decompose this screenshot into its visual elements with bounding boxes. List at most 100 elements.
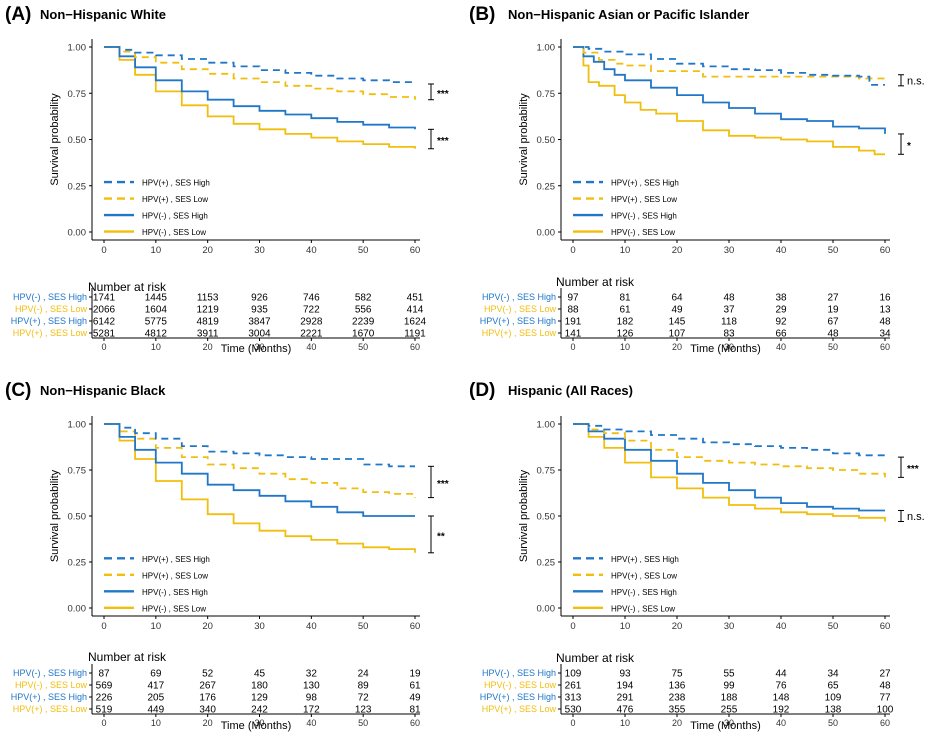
risk-count: 61 — [619, 305, 631, 316]
risk-count: 188 — [721, 693, 738, 704]
risk-count: 87 — [98, 669, 110, 680]
y-tick-label: 0.50 — [537, 135, 556, 146]
risk-x-tick-label: 10 — [620, 342, 630, 352]
risk-count: 451 — [407, 293, 424, 304]
risk-row-label: HPV(+) , SES Low — [13, 704, 88, 714]
risk-count: 48 — [827, 329, 839, 340]
y-axis-label: Survival probability — [518, 93, 530, 186]
x-tick-label: 10 — [620, 621, 631, 632]
x-tick-label: 50 — [358, 245, 369, 256]
x-tick-label: 20 — [672, 245, 683, 256]
risk-x-tick-label: 30 — [724, 718, 734, 728]
risk-count: 19 — [827, 305, 839, 316]
x-tick-label: 20 — [202, 245, 213, 256]
risk-count: 64 — [671, 293, 683, 304]
risk-x-tick-label: 20 — [203, 342, 213, 352]
risk-count: 109 — [825, 693, 842, 704]
risk-x-tick-label: 60 — [880, 718, 890, 728]
legend-label: HPV(-) , SES High — [142, 212, 208, 221]
risk-x-tick-label: 20 — [672, 718, 682, 728]
survival-curve-hpv-ses-high — [104, 46, 416, 130]
risk-count: 76 — [775, 681, 787, 692]
risk-count: 148 — [773, 693, 790, 704]
risk-count: 355 — [669, 705, 686, 716]
risk-count: 81 — [619, 293, 631, 304]
legend-label: HPV(+) , SES Low — [611, 195, 677, 204]
risk-row-label: HPV(+) , SES Low — [13, 328, 88, 338]
significance-label: *** — [437, 89, 449, 100]
y-tick-label: 0.50 — [68, 135, 87, 146]
survival-curve-hpv-ses-low — [573, 423, 886, 522]
panel-label: (B) — [469, 4, 495, 25]
panel-label: (A) — [5, 4, 31, 25]
risk-count: 926 — [251, 293, 268, 304]
panel-title: Non−Hispanic Black — [40, 383, 166, 398]
risk-row-label: HPV(+) , SES High — [480, 316, 556, 326]
risk-x-tick-label: 10 — [151, 342, 161, 352]
risk-x-tick-label: 10 — [151, 718, 161, 728]
risk-count: 1191 — [404, 329, 426, 340]
significance-label: *** — [437, 479, 449, 490]
risk-row-label: HPV(-) , SES Low — [484, 304, 557, 314]
risk-x-tick-label: 20 — [203, 718, 213, 728]
risk-count: 38 — [775, 293, 787, 304]
legend-label: HPV(+) , SES Low — [142, 195, 208, 204]
risk-x-tick-label: 50 — [828, 342, 838, 352]
risk-x-tick-label: 40 — [776, 718, 786, 728]
risk-count: 180 — [251, 681, 268, 692]
risk-count: 1445 — [145, 293, 168, 304]
risk-row-label: HPV(-) , SES Low — [484, 680, 557, 690]
risk-row-label: HPV(+) , SES Low — [482, 704, 557, 714]
panel-a: (A) Non−Hispanic White 0.00 0.25 0.50 0.75 1.0… — [5, 4, 449, 355]
risk-count: 49 — [671, 305, 683, 316]
risk-table-title: Number at risk — [88, 280, 167, 294]
y-tick-label: 1.00 — [68, 420, 87, 431]
significance-label: * — [907, 141, 911, 152]
risk-count: 238 — [669, 693, 686, 704]
risk-row-label: HPV(-) , SES Low — [15, 680, 88, 690]
risk-count: 49 — [409, 693, 421, 704]
x-tick-label: 50 — [358, 621, 369, 632]
survival-curve-hpv-ses-high — [573, 423, 885, 512]
risk-count: 107 — [669, 329, 686, 340]
legend-label: HPV(+) , SES Low — [142, 571, 208, 580]
survival-curve-hpv-ses-high — [104, 46, 416, 84]
risk-count: 267 — [199, 681, 216, 692]
x-axis-label: Time (Months) — [221, 720, 292, 732]
risk-row-label: HPV(-) , SES High — [13, 292, 87, 302]
risk-count: 261 — [565, 681, 582, 692]
risk-x-tick-label: 50 — [358, 342, 368, 352]
risk-x-tick-label: 0 — [101, 718, 106, 728]
risk-count: 519 — [96, 705, 113, 716]
risk-count: 6142 — [93, 317, 116, 328]
risk-count: 83 — [723, 329, 735, 340]
panel-b: (B) Non−Hispanic Asian or Pacific Islande… — [469, 4, 925, 355]
y-tick-label: 0.75 — [68, 466, 87, 477]
risk-count: 176 — [199, 693, 216, 704]
risk-count: 722 — [303, 305, 320, 316]
risk-count: 476 — [617, 705, 634, 716]
x-tick-label: 60 — [880, 621, 891, 632]
risk-count: 72 — [358, 693, 370, 704]
risk-count: 37 — [723, 305, 735, 316]
legend-label: HPV(+) , SES High — [611, 555, 679, 564]
significance-label: ** — [437, 531, 445, 542]
y-tick-label: 0.25 — [537, 558, 556, 569]
y-tick-label: 0.75 — [537, 466, 556, 477]
x-axis-label: Time (Months) — [221, 343, 292, 355]
risk-count: 205 — [147, 693, 164, 704]
risk-count: 69 — [150, 669, 162, 680]
risk-count: 182 — [617, 317, 634, 328]
risk-count: 19 — [409, 669, 421, 680]
risk-count: 65 — [827, 681, 839, 692]
x-tick-label: 60 — [880, 245, 891, 256]
risk-count: 3911 — [197, 329, 219, 340]
risk-count: 255 — [721, 705, 738, 716]
risk-count: 55 — [723, 669, 735, 680]
panel-d: (D) Hispanic (All Races) 0.00 0.25 0.50 0.75 1… — [469, 380, 925, 732]
risk-count: 75 — [671, 669, 683, 680]
significance-label: n.s. — [907, 511, 925, 523]
risk-count: 81 — [409, 705, 421, 716]
risk-x-tick-label: 40 — [306, 342, 316, 352]
y-tick-label: 0.25 — [537, 181, 556, 192]
